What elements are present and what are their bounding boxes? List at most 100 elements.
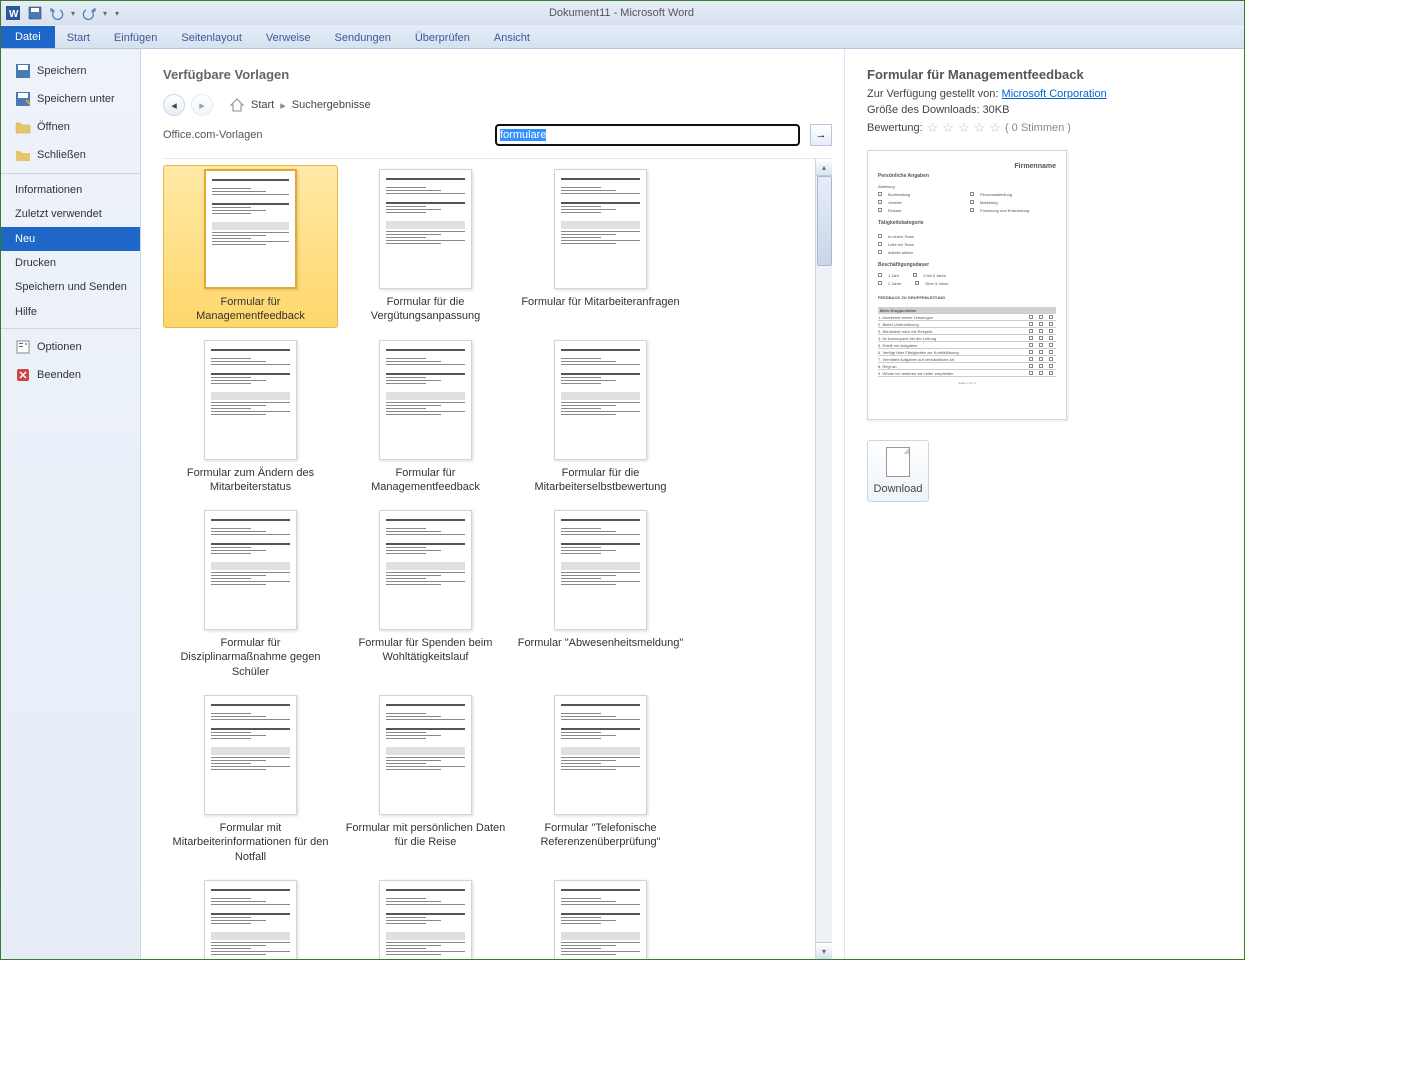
nav-oeffnen[interactable]: Öffnen bbox=[1, 113, 140, 141]
template-item[interactable]: Formular mit persönlichen Daten für die … bbox=[338, 691, 513, 868]
nav-optionen[interactable]: Optionen bbox=[1, 333, 140, 361]
preview-pane: Formular für Managementfeedback Zur Verf… bbox=[844, 49, 1244, 959]
votes-text: ( 0 Stimmen ) bbox=[1005, 122, 1071, 134]
breadcrumb-results[interactable]: Suchergebnisse bbox=[292, 99, 371, 111]
template-thumbnail bbox=[379, 695, 472, 815]
templates-scroll[interactable]: Formular für ManagementfeedbackFormular … bbox=[163, 158, 832, 959]
provided-label: Zur Verfügung gestellt von: bbox=[867, 88, 998, 100]
nav-label: Zuletzt verwendet bbox=[15, 208, 102, 221]
backstage-nav: Speichern Speichern unter Öffnen Schließ… bbox=[1, 49, 141, 959]
template-thumbnail bbox=[379, 510, 472, 630]
nav-speichern-unter[interactable]: Speichern unter bbox=[1, 85, 140, 113]
open-icon bbox=[15, 119, 31, 135]
preview-provider-row: Zur Verfügung gestellt von: Microsoft Co… bbox=[867, 88, 1222, 100]
download-label: Download bbox=[874, 483, 923, 495]
template-thumbnail bbox=[204, 880, 297, 959]
nav-hilfe[interactable]: Hilfe bbox=[1, 300, 140, 324]
search-input[interactable] bbox=[495, 124, 800, 146]
search-box[interactable] bbox=[495, 124, 800, 146]
rating-row: Bewertung: ☆ ☆ ☆ ☆ ☆ ( 0 Stimmen ) bbox=[867, 120, 1222, 136]
template-thumbnail bbox=[204, 169, 297, 289]
breadcrumb-sep: ▸ bbox=[280, 99, 286, 112]
nav-label: Informationen bbox=[15, 184, 82, 196]
nav-label: Speichern unter bbox=[37, 93, 115, 105]
template-label: Formular für Disziplinarmaßnahme gegen S… bbox=[167, 636, 334, 679]
nav-drucken[interactable]: Drucken bbox=[1, 251, 140, 275]
template-item[interactable]: Formular für Managementfeedback bbox=[163, 165, 338, 328]
templates-heading: Verfügbare Vorlagen bbox=[163, 67, 832, 82]
template-item[interactable] bbox=[338, 876, 513, 959]
search-go-button[interactable]: → bbox=[810, 124, 832, 146]
nav-label: Speichern und Senden bbox=[15, 281, 127, 294]
nav-label: Hilfe bbox=[15, 306, 37, 318]
nav-label: Optionen bbox=[37, 341, 82, 353]
close-doc-icon bbox=[15, 147, 31, 163]
word-app-icon[interactable]: W bbox=[5, 5, 21, 21]
template-label: Formular für Managementfeedback bbox=[342, 466, 509, 495]
tab-sendungen[interactable]: Sendungen bbox=[323, 28, 403, 48]
home-icon[interactable] bbox=[229, 97, 245, 113]
redo-icon[interactable] bbox=[81, 5, 97, 21]
template-item[interactable]: Formular mit Mitarbeiterinformationen fü… bbox=[163, 691, 338, 868]
template-thumbnail bbox=[554, 880, 647, 959]
template-thumbnail bbox=[554, 695, 647, 815]
nav-neu[interactable]: Neu bbox=[1, 227, 140, 251]
save-as-icon bbox=[15, 91, 31, 107]
tab-seitenlayout[interactable]: Seitenlayout bbox=[169, 28, 254, 48]
star-icon[interactable]: ☆ bbox=[989, 120, 1001, 136]
template-item[interactable]: Formular für Mitarbeiteranfragen bbox=[513, 165, 688, 328]
template-item[interactable]: Formular für die Vergütungsanpassung bbox=[338, 165, 513, 328]
scrollbar[interactable]: ▴ ▾ bbox=[815, 159, 832, 959]
tab-einfuegen[interactable]: Einfügen bbox=[102, 28, 169, 48]
star-icon[interactable]: ☆ bbox=[974, 120, 986, 136]
nav-speichern[interactable]: Speichern bbox=[1, 57, 140, 85]
nav-forward-button[interactable]: ▸ bbox=[191, 94, 213, 116]
template-item[interactable]: Formular "Abwesenheitsmeldung" bbox=[513, 506, 688, 683]
template-item[interactable] bbox=[163, 876, 338, 959]
star-icon[interactable]: ☆ bbox=[927, 120, 939, 136]
template-item[interactable]: Formular für Disziplinarmaßnahme gegen S… bbox=[163, 506, 338, 683]
scroll-up-button[interactable]: ▴ bbox=[816, 159, 832, 176]
template-label: Formular mit Mitarbeiterinformationen fü… bbox=[167, 821, 334, 864]
template-item[interactable]: Formular für die Mitarbeiterselbstbewert… bbox=[513, 336, 688, 499]
nav-label: Drucken bbox=[15, 257, 56, 269]
star-icon[interactable]: ☆ bbox=[942, 120, 954, 136]
nav-beenden[interactable]: Beenden bbox=[1, 361, 140, 389]
scroll-down-button[interactable]: ▾ bbox=[816, 942, 832, 959]
template-label: Formular für die Mitarbeiterselbstbewert… bbox=[517, 466, 684, 495]
preview-title: Formular für Managementfeedback bbox=[867, 67, 1222, 82]
template-label: Formular für Managementfeedback bbox=[167, 295, 334, 324]
nav-informationen[interactable]: Informationen bbox=[1, 178, 140, 202]
star-icon[interactable]: ☆ bbox=[958, 120, 970, 136]
template-thumbnail bbox=[554, 340, 647, 460]
template-item[interactable]: Formular für Managementfeedback bbox=[338, 336, 513, 499]
tab-start[interactable]: Start bbox=[55, 28, 102, 48]
template-item[interactable] bbox=[513, 876, 688, 959]
save-icon[interactable] bbox=[27, 5, 43, 21]
template-thumbnail bbox=[379, 880, 472, 959]
breadcrumb-start[interactable]: Start bbox=[251, 99, 274, 111]
scroll-thumb[interactable] bbox=[817, 176, 832, 266]
nav-back-button[interactable]: ◂ bbox=[163, 94, 185, 116]
template-item[interactable]: Formular "Telefonische Referenzenüberprü… bbox=[513, 691, 688, 868]
nav-zuletzt[interactable]: Zuletzt verwendet bbox=[1, 202, 140, 227]
template-thumbnail bbox=[379, 169, 472, 289]
tab-ansicht[interactable]: Ansicht bbox=[482, 28, 542, 48]
template-label: Formular für Mitarbeiteranfragen bbox=[521, 295, 679, 309]
tab-datei[interactable]: Datei bbox=[1, 26, 55, 48]
ribbon-tabs: Datei Start Einfügen Seitenlayout Verwei… bbox=[1, 25, 1244, 49]
template-item[interactable]: Formular für Spenden beim Wohltätigkeits… bbox=[338, 506, 513, 683]
download-button[interactable]: Download bbox=[867, 440, 929, 502]
tab-ueberpruefen[interactable]: Überprüfen bbox=[403, 28, 482, 48]
provider-link[interactable]: Microsoft Corporation bbox=[1002, 88, 1107, 100]
tab-verweise[interactable]: Verweise bbox=[254, 28, 323, 48]
template-label: Formular mit persönlichen Daten für die … bbox=[342, 821, 509, 850]
title-bar: W ▾ ▾ ▾ Dokument11 - Microsoft Word bbox=[1, 1, 1244, 25]
template-label: Formular zum Ändern des Mitarbeiterstatu… bbox=[167, 466, 334, 495]
template-item[interactable]: Formular zum Ändern des Mitarbeiterstatu… bbox=[163, 336, 338, 499]
undo-icon[interactable] bbox=[49, 5, 65, 21]
search-label: Office.com-Vorlagen bbox=[163, 129, 262, 141]
nav-schliessen[interactable]: Schließen bbox=[1, 141, 140, 169]
breadcrumb: ◂ ▸ Start ▸ Suchergebnisse bbox=[163, 94, 832, 116]
nav-speichern-senden[interactable]: Speichern und Senden bbox=[1, 275, 140, 300]
